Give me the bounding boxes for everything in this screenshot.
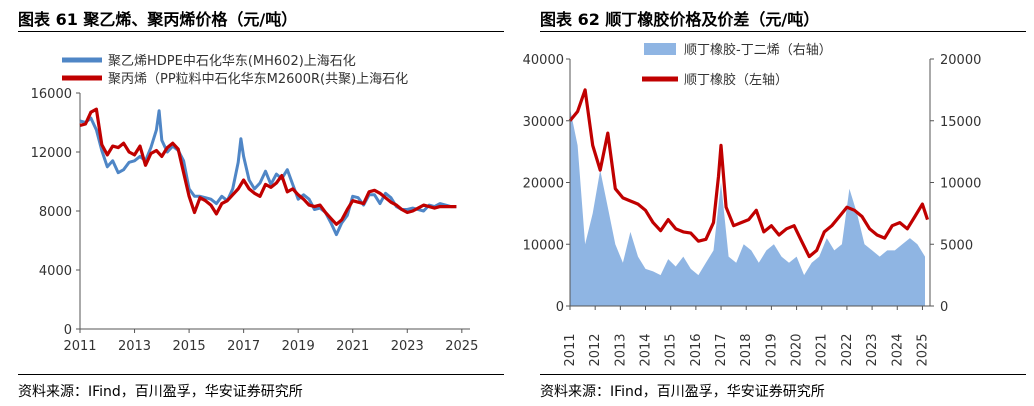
right-figure-panel: 图表 62 顺丁橡胶价格及价差（元/吨） 0 10000 20000 30000 400… (522, 0, 1034, 406)
x-tick-label: 2024 (890, 333, 905, 366)
x-tick-label: 2013 (118, 339, 151, 354)
x-tick-label: 2023 (865, 333, 880, 366)
legend-label: 顺丁橡胶-丁二烯（右轴） (684, 42, 832, 58)
x-tick-label: 2013 (613, 333, 628, 366)
right-source-rule (540, 374, 1026, 375)
left-y-tick-label: 40000 (523, 53, 564, 68)
y-tick-label: 8000 (39, 205, 72, 220)
pp-price-series-line (79, 107, 457, 226)
right-figure-title: 图表 62 顺丁橡胶价格及价差（元/吨） (540, 10, 820, 29)
left-title-rule (18, 31, 504, 32)
x-tick-label: 2025 (445, 339, 478, 354)
pe-price-series-line (79, 109, 457, 237)
right-source-note: 资料来源：IFind，百川盈孚，华安证券研究所 (540, 384, 825, 400)
x-tick-label: 2011 (63, 339, 96, 354)
y-tick-label: 16000 (31, 87, 72, 102)
x-tick-label: 2012 (588, 333, 603, 366)
x-tick-label: 2018 (739, 333, 754, 366)
x-tick-label: 2019 (282, 339, 315, 354)
x-tick-label: 2019 (764, 333, 779, 366)
right-y-tick-label: 15000 (940, 115, 981, 130)
right-y-tick-label: 10000 (940, 177, 981, 192)
left-y-tick-label: 10000 (523, 238, 564, 253)
right-y-tick-label: 20000 (940, 53, 981, 68)
x-tick-label: 2015 (664, 333, 679, 366)
left-y-tick-label: 30000 (523, 115, 564, 130)
right-y-tick-label: 5000 (940, 238, 973, 253)
left-y-tick-label: 0 (556, 300, 564, 315)
left-figure-panel: 图表 61 聚乙烯、聚丙烯价格（元/吨） 0 4000 8000 12000 16000… (0, 0, 512, 406)
y-tick-label: 0 (64, 323, 72, 338)
legend-label: 聚乙烯HDPE中石化华东(MH602)上海石化 (108, 54, 356, 69)
legend-label: 聚丙烯（PP粒料中石化华东M2600R(共聚)上海石化 (108, 72, 408, 87)
x-tick-label: 2017 (714, 333, 729, 366)
y-tick-label: 12000 (31, 146, 72, 161)
x-tick-label: 2023 (391, 339, 424, 354)
right-title-rule (540, 31, 1026, 32)
x-tick-label: 2015 (173, 339, 206, 354)
x-tick-label: 2017 (227, 339, 260, 354)
right-y-tick-label: 0 (940, 300, 948, 315)
x-tick-label: 2025 (915, 333, 930, 366)
x-tick-label: 2014 (639, 333, 654, 366)
x-tick-label: 2021 (815, 333, 830, 366)
x-tick-label: 2022 (840, 333, 855, 366)
x-tick-label: 2021 (336, 339, 369, 354)
left-source-rule (18, 374, 504, 375)
left-figure-title: 图表 61 聚乙烯、聚丙烯价格（元/吨） (18, 10, 298, 29)
br-price-series-line (568, 88, 930, 259)
legend-swatch (644, 43, 676, 55)
y-tick-label: 4000 (39, 264, 72, 279)
br-bd-spread-area (570, 108, 925, 307)
x-tick-label: 2020 (790, 333, 805, 366)
br-rubber-price-chart: 0 10000 20000 30000 40000 0 5000 10000 15000 2000… (523, 42, 982, 367)
left-y-tick-label: 20000 (523, 177, 564, 192)
x-tick-label: 2016 (689, 333, 704, 366)
legend-label: 顺丁橡胶（左轴） (684, 72, 788, 88)
x-tick-label: 2011 (563, 333, 578, 366)
pe-pp-price-chart: 0 4000 8000 12000 16000 2011 2013 2015 2017 2019 2… (31, 54, 479, 354)
left-source-note: 资料来源：IFind，百川盈孚，华安证券研究所 (18, 384, 303, 400)
